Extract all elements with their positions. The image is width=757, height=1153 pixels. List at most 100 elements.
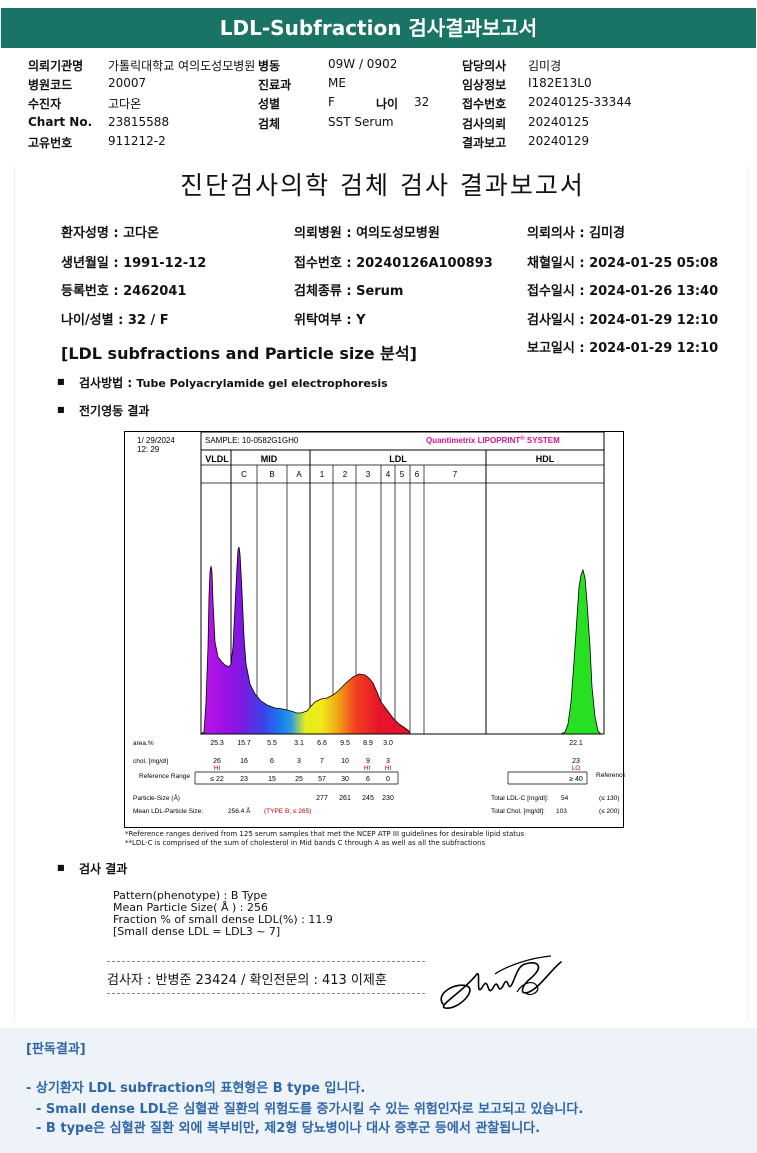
area-value: 3.0 — [383, 740, 393, 747]
method-value: Tube Polyacrylamide gel electrophoresis — [136, 377, 388, 390]
interpretation-panel: [판독결과] - 상기환자 LDL subfraction의 표현형은 B ty… — [0, 1028, 757, 1153]
report-accession: 접수번호 : 20240126A100893 — [294, 256, 493, 271]
band-label: B — [269, 470, 274, 479]
electro-label: 전기영동 결과 — [57, 402, 150, 419]
interpretation-line: - Small dense LDL은 심혈관 질환의 위험도를 증가시킬 수 있… — [36, 1102, 584, 1117]
particle-label: Particle-Size (Å) — [133, 793, 180, 802]
interpretation-line: - 상기환자 LDL subfraction의 표현형은 B type 입니다. — [26, 1081, 366, 1096]
chol-value: 23 — [572, 758, 580, 765]
particle-size: 245 — [362, 795, 374, 802]
band-label: A — [296, 470, 302, 479]
chol-value: 26 — [213, 758, 221, 765]
result-line: Fraction % of small dense LDL(%) : 11.9 — [113, 913, 333, 926]
method-label: 검사방법 : — [79, 376, 133, 390]
signature — [440, 955, 562, 1009]
result-line: Pattern(phenotype) : B Type — [113, 889, 268, 902]
group-hdl: HDL — [536, 454, 555, 464]
band-label: 7 — [453, 470, 458, 479]
collected-time: 채혈일시 : 2024-01-25 05:08 — [527, 256, 719, 271]
report-date-label: 결과보고 — [462, 136, 507, 150]
registration-no: 등록번호 : 2462041 — [61, 284, 187, 299]
interpretation-line: - B type은 심혈관 질환 외에 복부비만, 제2형 당뇨병이나 대사 증… — [36, 1121, 541, 1136]
tested-time: 검사일시 : 2024-01-29 12:10 — [527, 313, 719, 328]
code-value: 20007 — [108, 76, 147, 90]
hdl-peak — [560, 568, 602, 735]
total-chol-ref: (≤ 200) — [599, 808, 620, 815]
sample-id: SAMPLE: 10-0582G1GH0 — [205, 436, 299, 445]
group-ldl: LDL — [389, 454, 407, 464]
mean-type: (TYPE B; ≤ 265) — [264, 808, 311, 815]
scanned-report: 진단검사의학 검체 검사 결과보고서 환자성명 : 고다온 의뢰병원 : 여의도… — [14, 166, 749, 1021]
ref-range: 15 — [268, 776, 276, 783]
specimen-type: 검체종류 : Serum — [294, 284, 404, 299]
dept-value: ME — [328, 76, 346, 90]
area-value: 9.5 — [340, 740, 350, 747]
ward-label: 병동 — [258, 59, 281, 73]
total-ldl-ref: (≤ 130) — [599, 795, 620, 802]
tester-line: 검사자 : 반병준 23424 / 확인전문의 : 413 이제훈 — [107, 973, 387, 988]
lipoprint-chart: 1/ 29/2024 12: 29 SAMPLE: 10-0582G1GH0 Q… — [124, 431, 625, 828]
sex-value: F — [328, 95, 335, 109]
area-value: 6.6 — [317, 740, 327, 747]
band-dividers — [230, 450, 605, 734]
outsourced: 위탁여부 : Y — [294, 313, 366, 328]
accession-label: 접수번호 — [462, 97, 507, 111]
patient-value: 고다온 — [108, 97, 142, 111]
code-label: 병원코드 — [28, 78, 73, 92]
doctor-value: 김미경 — [528, 59, 562, 73]
method-line: 검사방법 : Tube Polyacrylamide gel electroph… — [57, 374, 388, 391]
unique-id-label: 고유번호 — [28, 136, 73, 150]
area-value: 25.3 — [210, 740, 224, 747]
chol-value: 3 — [297, 758, 301, 765]
plot-frame — [200, 449, 605, 735]
particle-size: 277 — [316, 795, 328, 802]
footnote-2: **LDL-C is comprised of the sum of chole… — [125, 839, 486, 847]
ref-range: 30 — [341, 776, 349, 783]
hospital-value: 가톨릭대학교 여의도성모병원 — [108, 59, 256, 73]
group-vldl: VLDL — [205, 454, 229, 464]
age-sex: 나이/성별 : 32 / F — [61, 313, 169, 328]
chol-value: 6 — [270, 758, 274, 765]
clinical-label: 임상정보 — [462, 78, 507, 92]
report-title-bar: LDL-Subfraction 검사결과보고서 — [1, 8, 756, 48]
chol-value: 16 — [240, 758, 248, 765]
mean-value: 256.4 Å — [228, 806, 251, 815]
area-value: 8.9 — [363, 740, 373, 747]
clinical-value: I182E13L0 — [528, 76, 592, 90]
hospital-label: 의뢰기관명 — [28, 59, 84, 73]
chol-value: 7 — [320, 758, 324, 765]
ref-label: Reference Range — [139, 773, 190, 780]
band-label: 3 — [366, 470, 371, 479]
band-label: 5 — [400, 470, 405, 479]
request-date-value: 20240125 — [528, 115, 590, 129]
divider — [107, 961, 425, 962]
result-line: [Small dense LDL = LDL3 ~ 7] — [113, 925, 281, 938]
ref-range: 23 — [240, 776, 248, 783]
chart-no-label: Chart No. — [28, 115, 93, 129]
result-line: Mean Particle Size( Å ) : 256 — [113, 901, 268, 914]
band-label: 6 — [415, 470, 420, 479]
ref-range: 25 — [295, 776, 303, 783]
area-value: 15.7 — [237, 740, 251, 747]
flag: HI — [364, 765, 371, 772]
band-label: C — [241, 470, 247, 479]
band-label: 1 — [320, 470, 325, 479]
birth-date: 생년월일 : 1991-12-12 — [61, 256, 207, 271]
ref-range: 6 — [366, 776, 370, 783]
dept-label: 진료과 — [258, 78, 292, 92]
result-text: Pattern(phenotype) : B Type Mean Particl… — [113, 890, 333, 938]
result-label: 검사 결과 — [57, 860, 128, 877]
request-date-label: 검사의뢰 — [462, 117, 507, 131]
request-info: 의뢰기관명 가톨릭대학교 여의도성모병원 병동 09W / 0902 담당의사 … — [0, 52, 757, 152]
patient-name: 환자성명 : 고다온 — [61, 226, 159, 241]
band-label: 4 — [386, 470, 391, 479]
ref-range: 0 — [386, 776, 390, 783]
spectrum-curve — [199, 546, 411, 735]
specimen-value: SST Serum — [328, 115, 394, 129]
footnotes: *Reference ranges derived from 125 serum… — [125, 830, 524, 848]
req-hospital: 의뢰병원 : 여의도성모병원 — [294, 226, 440, 241]
chart-no-value: 23815588 — [108, 115, 170, 129]
req-doctor: 의뢰의사 : 김미경 — [527, 226, 625, 241]
reported-time: 보고일시 : 2024-01-29 12:10 — [527, 341, 719, 356]
